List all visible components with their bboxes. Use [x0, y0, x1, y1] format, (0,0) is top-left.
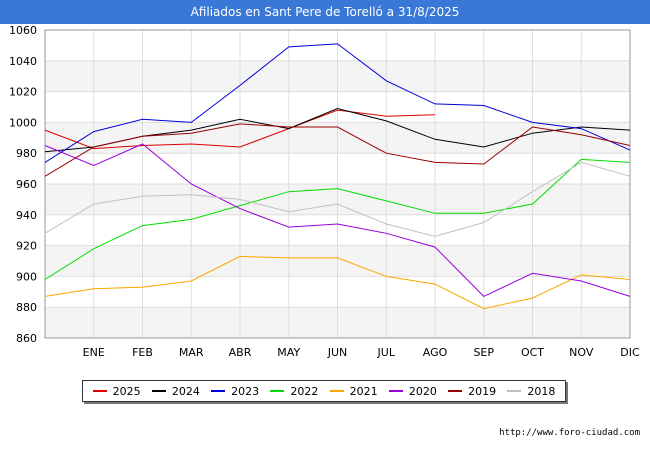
legend-item-2025: 2025	[92, 384, 141, 398]
x-tick-label: MAR	[179, 346, 204, 359]
source-credit: http://www.foro-ciudad.com	[499, 428, 640, 438]
legend-label: 2022	[290, 384, 319, 398]
x-tick-label: MAY	[277, 346, 300, 359]
chart-title: Afiliados en Sant Pere de Torelló a 31/8…	[0, 0, 650, 24]
y-tick-label: 1020	[9, 86, 37, 99]
series-line-2021	[44, 255, 631, 310]
x-tick-label: JUL	[377, 346, 396, 359]
y-tick-label: 900	[16, 270, 37, 283]
x-tick-label: SEP	[473, 346, 494, 359]
x-tick-label: ABR	[229, 346, 252, 359]
legend-label: 2019	[468, 384, 497, 398]
legend-swatch	[92, 390, 107, 392]
legend-item-2024: 2024	[151, 384, 200, 398]
series-line-2025	[44, 109, 436, 150]
y-tick-label: 1060	[9, 24, 37, 37]
legend-label: 2024	[171, 384, 200, 398]
y-tick-label: 1000	[9, 116, 37, 129]
legend-item-2023: 2023	[211, 385, 259, 398]
legend-item-2018: 2018	[507, 385, 555, 398]
y-tick-label: 980	[16, 147, 37, 160]
legend-item-2020: 2020	[388, 384, 437, 398]
legend-swatch	[329, 390, 344, 392]
legend-label: 2025	[112, 384, 141, 398]
legend-item-2021: 2021	[329, 384, 378, 398]
legend-item-2022: 2022	[270, 385, 318, 398]
legend: 2025 2024 2023 2022 2021 2020 2019 2018	[82, 380, 566, 402]
y-tick-label: 940	[16, 209, 37, 222]
legend-label: 2018	[527, 384, 556, 398]
legend-item-2019: 2019	[448, 385, 496, 398]
x-tick-label: AGO	[423, 346, 448, 359]
x-tick-label: ENE	[83, 346, 105, 359]
plot-border	[44, 29, 631, 339]
legend-swatch	[448, 390, 463, 392]
y-tick-label: 1040	[9, 55, 37, 68]
series-line-2020	[44, 143, 631, 298]
series-line-2023	[44, 43, 631, 163]
legend-swatch	[388, 390, 403, 392]
legend-swatch	[270, 390, 285, 392]
legend-swatch	[151, 390, 166, 392]
series-line-2018	[44, 161, 631, 237]
x-tick-label: DIC	[620, 346, 640, 359]
y-tick-label: 920	[16, 240, 37, 253]
y-tick-label: 880	[16, 301, 37, 314]
legend-label: 2020	[408, 384, 437, 398]
y-tick-label: 960	[16, 178, 37, 191]
legend-swatch	[211, 390, 226, 392]
x-tick-label: JUN	[327, 346, 348, 359]
series-line-2022	[44, 158, 631, 280]
x-tick-label: NOV	[569, 346, 594, 359]
x-tick-label: OCT	[521, 346, 544, 359]
legend-label: 2023	[231, 384, 260, 398]
legend-swatch	[507, 390, 522, 392]
x-tick-label: FEB	[132, 346, 153, 359]
y-tick-label: 860	[16, 332, 37, 345]
series-line-2019	[44, 123, 631, 177]
legend-label: 2021	[349, 384, 378, 398]
